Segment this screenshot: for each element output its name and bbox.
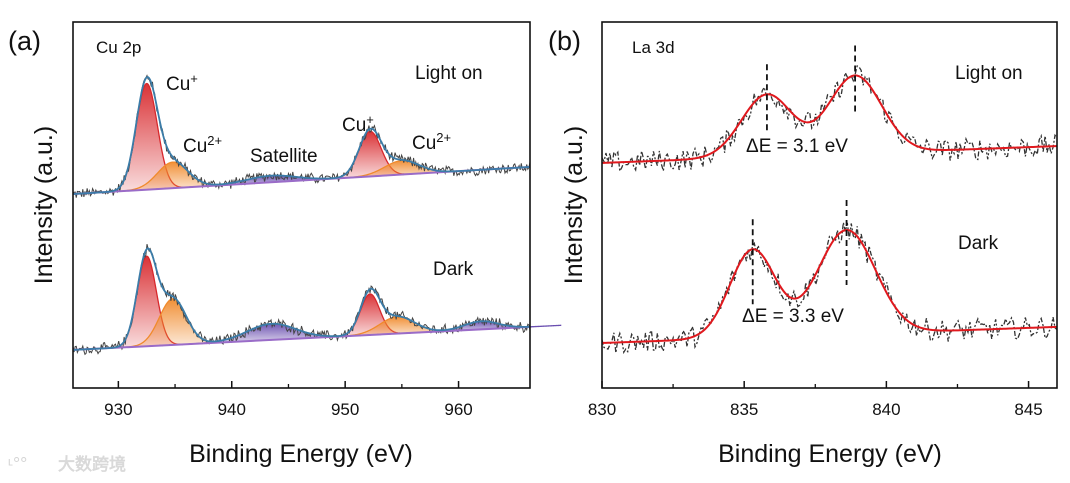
title-a: Cu 2p [96, 38, 141, 57]
fit-line [601, 229, 1058, 344]
y-axis-title-a: Intensity (a.u.) [30, 126, 58, 284]
plot-frame-b [601, 21, 1058, 389]
panel-label-b: (b) [548, 26, 581, 56]
spectrum-light-on [72, 74, 531, 198]
label-satellite: Satellite [250, 146, 318, 167]
x-ticks-a: 930 940 950 960 [104, 381, 473, 419]
label-cu2-plus-2: Cu2+ [412, 130, 451, 154]
x-tick-label: 830 [588, 400, 616, 419]
legend-dark-a: Dark [433, 259, 474, 280]
x-tick-label: 940 [218, 400, 246, 419]
envelope-fit-line [72, 76, 531, 195]
panel-a: (a) 930 940 950 960 Cu 2p Light on Dark Cu+… [8, 21, 562, 468]
x-axis-title-a: Binding Energy (eV) [189, 440, 413, 468]
panel-b: (b) 830 835 840 845 La 3d Light on Dark ΔE … [548, 21, 1058, 468]
label-cu-plus-1: Cu+ [166, 71, 198, 95]
x-axis-title-b: Binding Energy (eV) [718, 440, 942, 468]
panel-label-a: (a) [8, 26, 41, 56]
envelope-fit-line [72, 247, 531, 351]
x-tick-label: 840 [872, 400, 900, 419]
y-axis-title-b: Intensity (a.u.) [560, 126, 588, 284]
title-b: La 3d [632, 38, 675, 57]
legend-light-on-b: Light on [955, 63, 1023, 84]
delta-e-dark: ΔE = 3.3 eV [742, 306, 844, 327]
watermark-logo-icon: ᶫ°° [8, 454, 27, 474]
plot-frame-a [72, 21, 531, 389]
label-cu2-plus-1: Cu2+ [183, 133, 222, 157]
legend-light-on-a: Light on [415, 63, 483, 84]
x-tick-label: 950 [331, 400, 359, 419]
x-tick-label: 835 [730, 400, 758, 419]
spectrum-dark [72, 244, 562, 356]
delta-e-light-on: ΔE = 3.1 eV [746, 136, 848, 157]
fit-line [601, 74, 1058, 164]
x-tick-label: 930 [104, 400, 132, 419]
watermark: ᶫ°° 大数跨境 [8, 454, 126, 474]
legend-dark-b: Dark [958, 233, 999, 254]
plot-area-a [72, 74, 562, 356]
plot-area-b [601, 45, 1058, 355]
watermark-text: 大数跨境 [58, 454, 126, 474]
baseline-line [72, 325, 531, 351]
x-ticks-b: 830 835 840 845 [588, 381, 1043, 419]
spectrum-dark [601, 199, 1058, 355]
spectrum-light-on [601, 45, 1058, 174]
raw-data-line [72, 244, 531, 356]
x-tick-label: 960 [444, 400, 472, 419]
label-cu-plus-2: Cu+ [342, 112, 374, 136]
x-tick-label: 845 [1014, 400, 1042, 419]
